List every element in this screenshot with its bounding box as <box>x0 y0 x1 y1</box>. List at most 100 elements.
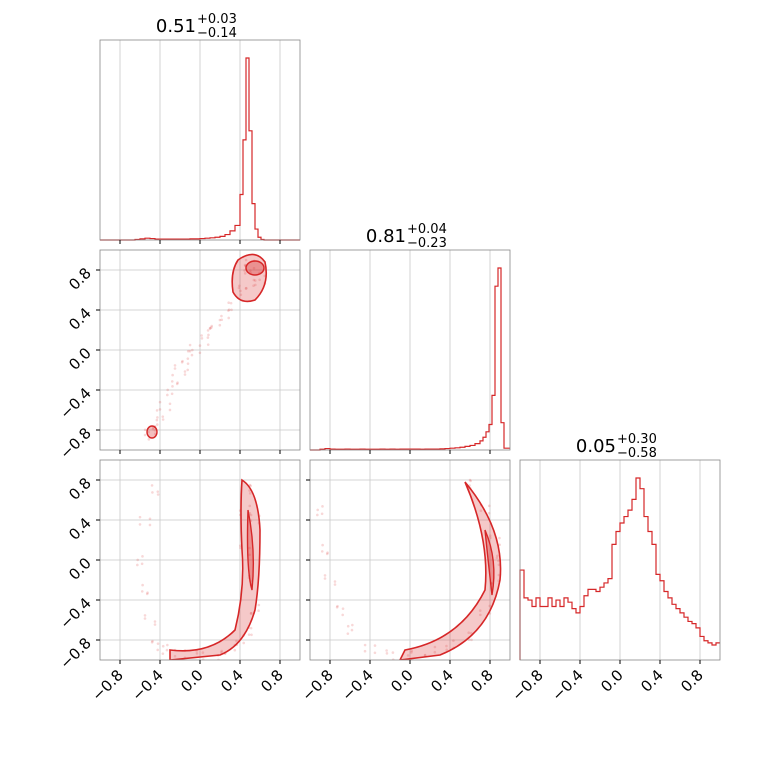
scatter-point <box>168 408 172 412</box>
y-tick-label: 0.0 <box>65 554 95 584</box>
scatter-point <box>175 382 179 386</box>
scatter-point <box>141 583 144 587</box>
histogram-panel-0 <box>99 39 301 244</box>
scatter-point <box>244 287 248 290</box>
y-tick-label: −0.4 <box>56 384 94 422</box>
panel-title-1: 0.81 +0.04−0.23 <box>366 222 447 251</box>
scatter-point <box>229 301 233 305</box>
title-minus: −0.58 <box>617 446 657 461</box>
panel-title-2: 0.05 +0.30−0.58 <box>576 432 657 461</box>
scatter-point <box>487 504 491 508</box>
scatter-point <box>151 491 154 494</box>
scatter-point <box>173 654 177 658</box>
scatter-point <box>235 639 238 643</box>
scatter-point <box>147 430 150 434</box>
scatter-point <box>321 543 324 547</box>
scatter-point <box>170 380 174 383</box>
contour-outer <box>169 478 261 660</box>
scatter-point <box>253 279 257 282</box>
scatter-point <box>346 632 350 635</box>
x-tick-label: −0.4 <box>128 666 166 704</box>
scatter-point <box>188 349 192 353</box>
scatter-point <box>227 301 230 305</box>
contour-inner <box>245 260 265 276</box>
scatter-point <box>321 505 324 508</box>
x-tick-label: 0.8 <box>677 666 707 696</box>
scatter-point <box>136 563 139 567</box>
histogram-panel-2: −0.8 −0.4 0.0 0.4 0.8 <box>508 459 721 705</box>
scatter-point <box>176 381 179 384</box>
scatter-point <box>249 612 253 615</box>
scatter-point <box>244 258 248 262</box>
contour-tail <box>146 425 158 439</box>
scatter-point <box>469 479 472 483</box>
scatter-point <box>183 370 187 373</box>
scatter-point <box>141 555 144 558</box>
x-tick-label: −0.8 <box>508 666 546 704</box>
scatter-point <box>243 263 247 267</box>
scatter-point <box>155 409 159 412</box>
scatter-point <box>200 334 203 337</box>
scatter-point <box>498 543 501 547</box>
scatter-point <box>254 283 257 287</box>
scatter-point <box>249 626 253 630</box>
contour-inner <box>484 529 495 596</box>
scatter-point <box>153 623 157 626</box>
scatter-point <box>470 638 473 642</box>
scatter-point <box>171 385 174 388</box>
scatter-point <box>335 606 339 609</box>
scatter-points <box>316 478 502 660</box>
scatter-point <box>148 517 152 521</box>
scatter-point <box>227 308 231 311</box>
scatter-point <box>323 574 327 577</box>
scatter-point <box>220 649 224 653</box>
scatter-point <box>238 284 241 288</box>
scatter-point <box>186 368 189 372</box>
scatter-point <box>248 546 251 550</box>
scatter-point <box>186 362 190 365</box>
scatter-point <box>173 367 177 370</box>
scatter-point <box>346 624 350 628</box>
scatter-point <box>166 393 169 397</box>
scatter-point <box>316 513 319 517</box>
scatter-point <box>218 318 222 322</box>
scatter-point <box>488 534 492 538</box>
scatter-point <box>158 408 162 411</box>
x-tick-label: −0.8 <box>298 666 336 704</box>
scatter-point <box>146 591 149 594</box>
scatter-point <box>495 556 499 560</box>
scatter-point <box>200 337 204 340</box>
scatter-point <box>248 553 251 557</box>
title-plus: +0.30 <box>617 432 657 447</box>
scatter-point <box>469 631 473 635</box>
scatter-point <box>155 418 159 422</box>
scatter-point <box>156 642 160 645</box>
scatter-point <box>433 650 437 654</box>
scatter-point <box>248 492 252 495</box>
scatter-point <box>341 613 344 617</box>
scatter-panel-2-0: −0.8 −0.4 0.0 0.4 0.8−0.8−0.40.00.40.8 <box>56 459 301 705</box>
scatter-point <box>242 641 246 645</box>
scatter-point <box>244 286 248 290</box>
scatter-point <box>136 558 140 562</box>
x-tick-label: 0.4 <box>217 666 247 696</box>
scatter-point <box>180 361 184 364</box>
scatter-point <box>153 428 157 432</box>
scatter-point <box>250 633 253 637</box>
scatter-point <box>148 523 152 527</box>
scatter-panel-1-0: −0.8−0.4 0.0 0.4 0.8 <box>56 249 301 463</box>
scatter-point <box>210 324 214 328</box>
x-tick-label: −0.4 <box>338 666 376 704</box>
histogram-step <box>310 267 510 451</box>
scatter-point <box>479 509 483 513</box>
scatter-point <box>161 652 165 655</box>
contour-outer <box>399 481 502 660</box>
x-tick-label: 0.0 <box>177 666 207 696</box>
y-tick-label: −0.8 <box>56 424 94 462</box>
scatter-point <box>248 504 252 508</box>
scatter-point <box>487 511 491 515</box>
scatter-point <box>326 551 329 554</box>
scatter-point <box>190 353 194 357</box>
scatter-point <box>156 648 159 652</box>
